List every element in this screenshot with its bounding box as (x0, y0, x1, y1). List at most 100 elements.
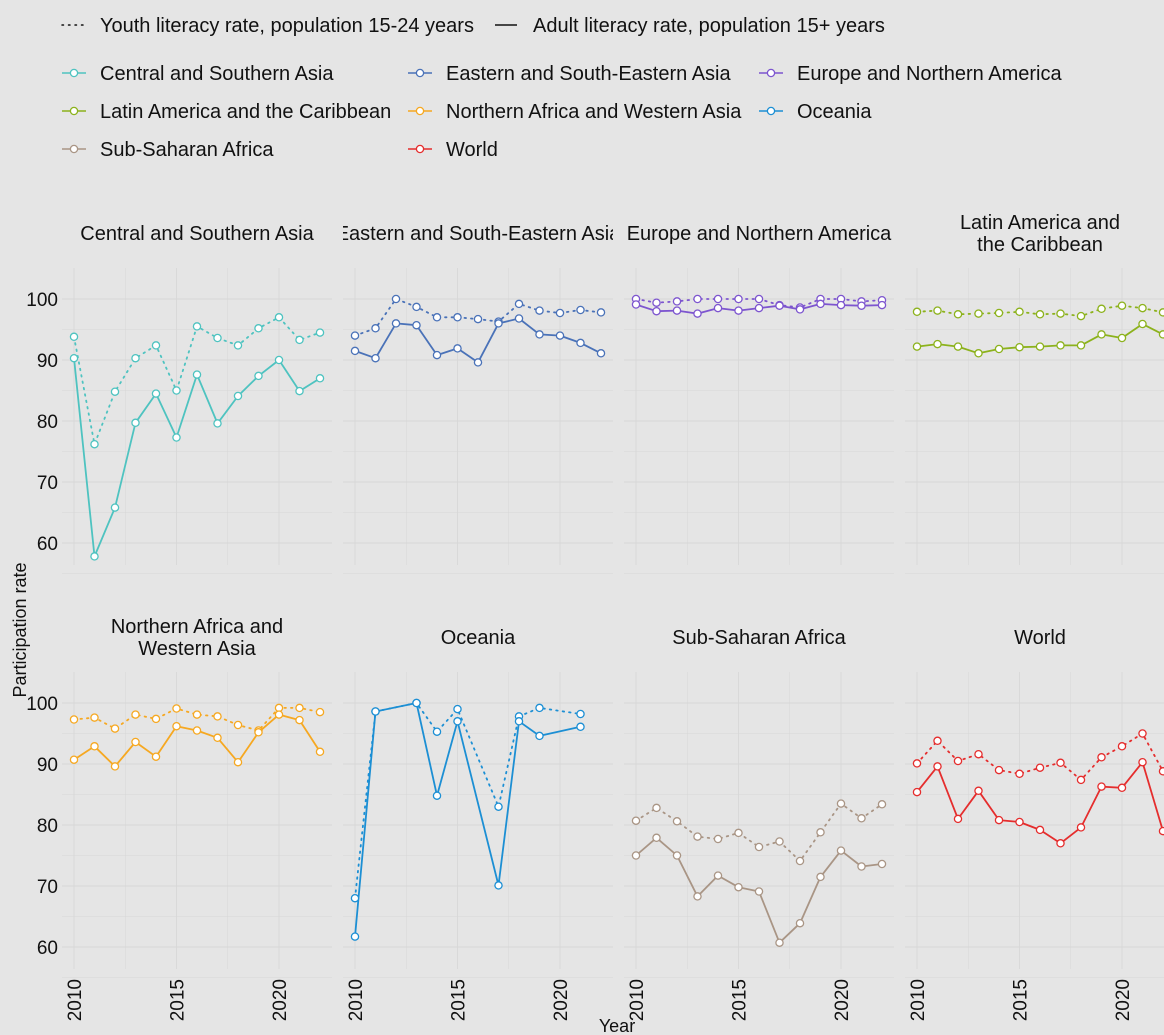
panel-title: Sub-Saharan Africa (672, 627, 846, 649)
y-tick-label: 90 (37, 755, 58, 776)
youth-line (355, 703, 581, 898)
adult-line (355, 319, 601, 363)
youth-point (372, 325, 379, 332)
panel-title: Northern Africa andWestern Asia (111, 616, 283, 660)
youth-point (1077, 776, 1084, 783)
adult-point (515, 315, 522, 322)
adult-point (735, 884, 742, 891)
y-tick-label: 80 (37, 816, 58, 837)
adult-point (413, 699, 420, 706)
panel-title: Latin America andthe Caribbean (960, 212, 1120, 256)
youth-point (111, 725, 118, 732)
adult-point (673, 307, 680, 314)
youth-point (577, 710, 584, 717)
panel: Central and Southern Asia 60 70 80 90 100 (26, 223, 332, 574)
youth-point (515, 300, 522, 307)
youth-point (694, 295, 701, 302)
youth-point (214, 334, 221, 341)
x-tick-label: 2020 (270, 979, 291, 1021)
youth-point (173, 387, 180, 394)
adult-point (653, 308, 660, 315)
youth-point (495, 803, 502, 810)
adult-point (1159, 828, 1164, 835)
youth-point (1098, 754, 1105, 761)
legend-item: Eastern and South-Eastern Asia (408, 63, 731, 85)
youth-point (837, 800, 844, 807)
x-tick-label: 2015 (1011, 979, 1032, 1021)
adult-point (91, 553, 98, 560)
adult-point (1016, 344, 1023, 351)
adult-point (454, 345, 461, 352)
adult-point (296, 717, 303, 724)
y-tick-label: 70 (37, 877, 58, 898)
adult-point (132, 419, 139, 426)
legend-item: Europe and Northern America (759, 63, 1062, 85)
youth-point (1159, 309, 1164, 316)
adult-point (296, 388, 303, 395)
youth-point (653, 804, 660, 811)
adult-point (796, 920, 803, 927)
legend-swatch-marker (70, 69, 77, 76)
youth-point (735, 295, 742, 302)
youth-point (1118, 743, 1125, 750)
adult-point (995, 345, 1002, 352)
panel: Oceania2010 2015 2020 (343, 627, 613, 1021)
adult-point (316, 375, 323, 382)
y-tick-label: 100 (26, 694, 58, 715)
adult-point (1057, 840, 1064, 847)
adult-point (173, 723, 180, 730)
panel-grid (343, 268, 613, 574)
panel: World 2010 2015 2020 (905, 627, 1164, 1021)
youth-point (995, 767, 1002, 774)
youth-point (351, 895, 358, 902)
adult-point (413, 322, 420, 329)
youth-point (1016, 770, 1023, 777)
legend-linetype-solid: Adult literacy rate, population 15+ year… (495, 15, 885, 37)
adult-point (632, 852, 639, 859)
youth-point (152, 715, 159, 722)
adult-point (735, 307, 742, 314)
adult-point (796, 306, 803, 313)
adult-point (934, 341, 941, 348)
adult-point (234, 759, 241, 766)
adult-point (372, 708, 379, 715)
adult-point (536, 331, 543, 338)
adult-line (74, 358, 320, 556)
adult-point (556, 332, 563, 339)
adult-point (632, 301, 639, 308)
youth-point (275, 314, 282, 321)
youth-point (817, 829, 824, 836)
panel-series (351, 295, 604, 366)
youth-point (392, 295, 399, 302)
youth-point (878, 801, 885, 808)
panel-title-line: Central and Southern Asia (80, 223, 314, 245)
x-tick-label: 2015 (449, 979, 470, 1021)
adult-point (275, 711, 282, 718)
youth-point (796, 857, 803, 864)
legend-item: Latin America and the Caribbean (62, 101, 391, 123)
adult-point (152, 753, 159, 760)
legend-label: Central and Southern Asia (100, 63, 334, 85)
adult-point (70, 355, 77, 362)
y-tick-label: 70 (37, 473, 58, 494)
youth-point (714, 295, 721, 302)
youth-point (694, 833, 701, 840)
youth-point (1057, 310, 1064, 317)
legend-swatch-marker (70, 145, 77, 152)
legend-swatch-marker (416, 145, 423, 152)
adult-point (597, 350, 604, 357)
youth-point (173, 705, 180, 712)
youth-point (536, 307, 543, 314)
youth-point (316, 709, 323, 716)
legend-label: Northern Africa and Western Asia (446, 101, 742, 123)
adult-point (1159, 331, 1164, 338)
youth-point (975, 310, 982, 317)
adult-point (536, 732, 543, 739)
youth-point (433, 314, 440, 321)
panel: Europe and Northern America (624, 223, 894, 574)
youth-point (91, 714, 98, 721)
legend-label: Sub-Saharan Africa (100, 139, 274, 161)
x-tick-label: 2010 (346, 979, 367, 1021)
legend-swatch-marker (767, 69, 774, 76)
adult-point (255, 729, 262, 736)
